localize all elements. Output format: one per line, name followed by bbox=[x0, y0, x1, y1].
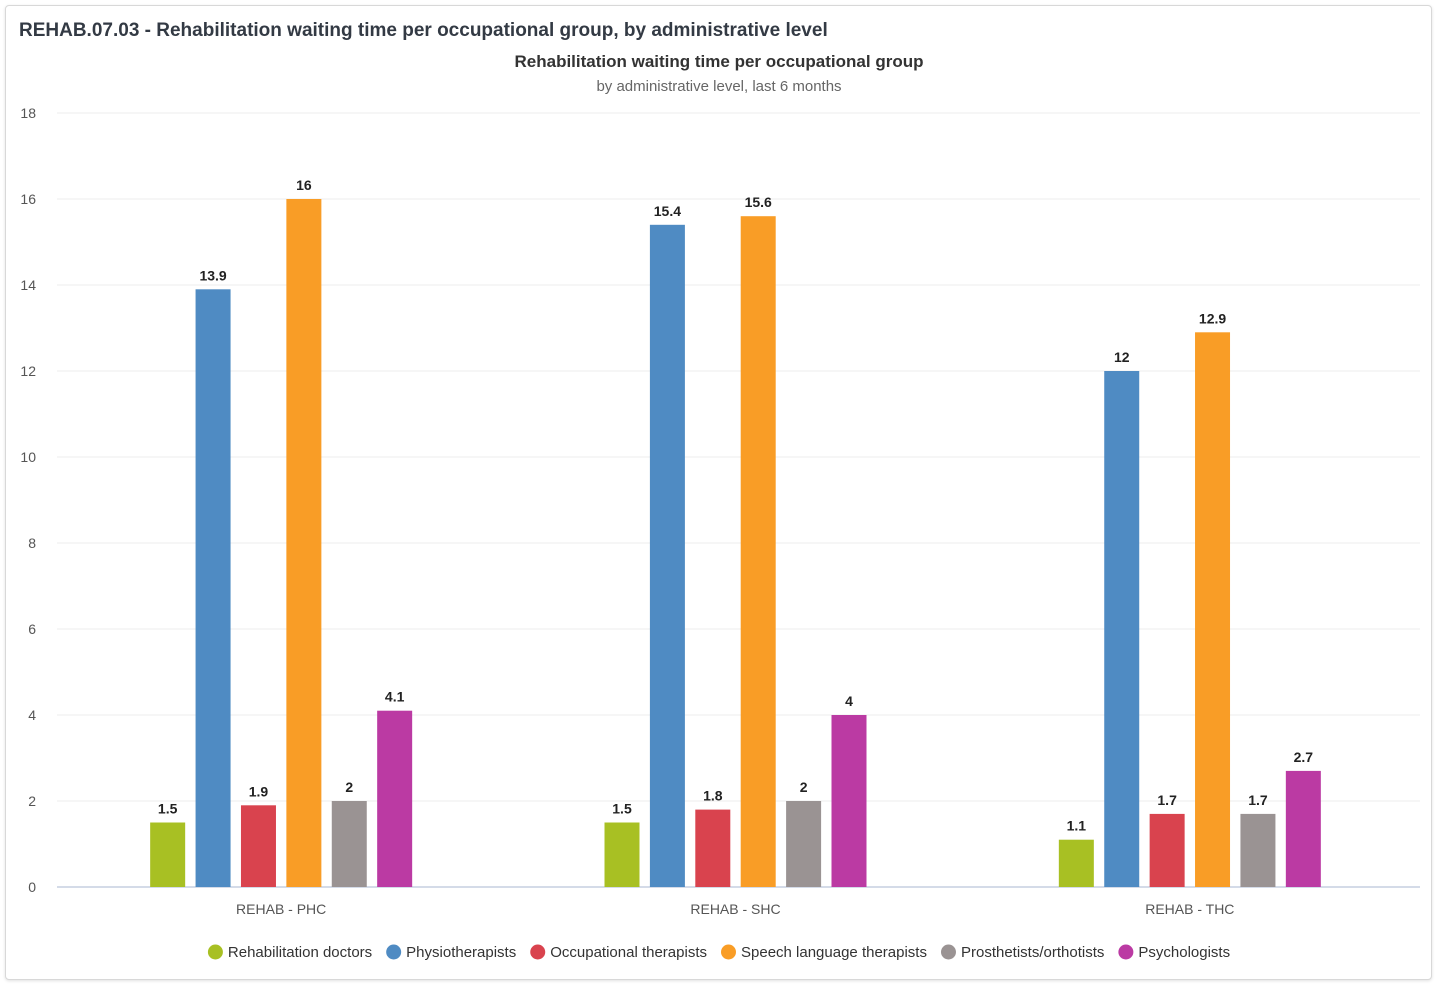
data-label: 4 bbox=[845, 693, 853, 709]
bar-rehabilitation-doctors-1[interactable] bbox=[604, 822, 640, 888]
bars bbox=[150, 199, 1321, 888]
bar-rehabilitation-doctors-2[interactable] bbox=[1058, 839, 1094, 887]
data-label: 1.7 bbox=[1248, 792, 1268, 808]
y-tick-label: 10 bbox=[20, 449, 36, 465]
data-label: 1.5 bbox=[612, 801, 632, 817]
bar-rehabilitation-doctors-0[interactable] bbox=[150, 822, 186, 888]
data-label: 2 bbox=[345, 779, 353, 795]
data-labels: 1.5 13.9 1.9 16 2 4.1 1.5 15.4 1.8 15.6 2 4 1.1 12 1.7… bbox=[158, 177, 1313, 834]
data-label: 4.1 bbox=[385, 689, 405, 705]
data-label: 15.4 bbox=[654, 203, 681, 219]
legend-marker bbox=[1118, 944, 1134, 960]
data-label: 1.9 bbox=[249, 783, 269, 799]
bar-psychologists-2[interactable] bbox=[1285, 770, 1321, 887]
legend-label: Prosthetists/orthotists bbox=[961, 944, 1104, 961]
data-label: 15.6 bbox=[745, 194, 772, 210]
x-tick-label: REHAB - PHC bbox=[236, 901, 326, 917]
legend-label: Physiotherapists bbox=[406, 944, 516, 961]
data-label: 2.7 bbox=[1294, 749, 1314, 765]
legend-marker bbox=[386, 944, 402, 960]
bar-speech-language-therapists-0[interactable] bbox=[286, 199, 322, 887]
y-tick-label: 4 bbox=[28, 707, 36, 723]
data-label: 2 bbox=[800, 779, 808, 795]
y-tick-label: 0 bbox=[28, 879, 36, 895]
x-tick-label: REHAB - THC bbox=[1145, 901, 1234, 917]
bar-prosthetists-orthotists-2[interactable] bbox=[1240, 813, 1276, 887]
data-label: 1.8 bbox=[703, 788, 723, 804]
bar-psychologists-1[interactable] bbox=[831, 715, 867, 887]
data-label: 1.7 bbox=[1157, 792, 1177, 808]
legend: Rehabilitation doctors Physiotherapists Oc… bbox=[207, 944, 1230, 961]
legend-label: Psychologists bbox=[1138, 944, 1230, 961]
y-tick-label: 12 bbox=[20, 363, 36, 379]
x-tick-label: REHAB - SHC bbox=[690, 901, 780, 917]
y-tick-label: 6 bbox=[28, 621, 36, 637]
bar-prosthetists-orthotists-0[interactable] bbox=[331, 801, 367, 887]
legend-marker bbox=[721, 944, 736, 960]
bar-occupational-therapists-1[interactable] bbox=[695, 809, 731, 887]
data-label: 16 bbox=[296, 177, 312, 193]
chart-subtitle: by administrative level, last 6 months bbox=[596, 78, 841, 95]
bar-physiotherapists-1[interactable] bbox=[649, 224, 685, 888]
legend-label: Rehabilitation doctors bbox=[228, 944, 372, 961]
legend-label: Speech language therapists bbox=[741, 944, 927, 961]
legend-item-speech-language-therapists[interactable]: Speech language therapists bbox=[721, 944, 927, 961]
bar-speech-language-therapists-2[interactable] bbox=[1195, 332, 1231, 887]
data-label: 1.5 bbox=[158, 801, 178, 817]
y-tick-label: 14 bbox=[20, 277, 36, 293]
legend-item-rehabilitation-doctors[interactable]: Rehabilitation doctors bbox=[207, 944, 372, 961]
x-axis-ticks: REHAB - PHC REHAB - SHC REHAB - THC bbox=[236, 901, 1234, 917]
legend-item-occupational-therapists[interactable]: Occupational therapists bbox=[530, 944, 707, 961]
y-tick-label: 18 bbox=[20, 105, 36, 121]
bar-physiotherapists-2[interactable] bbox=[1104, 371, 1140, 887]
y-tick-label: 16 bbox=[20, 191, 36, 207]
legend-item-psychologists[interactable]: Psychologists bbox=[1118, 944, 1230, 961]
y-tick-label: 8 bbox=[28, 535, 36, 551]
card-title: REHAB.07.03 - Rehabilitation waiting tim… bbox=[19, 20, 828, 41]
legend-label: Occupational therapists bbox=[550, 944, 707, 961]
legend-marker bbox=[940, 944, 956, 960]
data-label: 12 bbox=[1114, 349, 1130, 365]
legend-marker bbox=[530, 944, 546, 960]
y-axis-ticks: 0 2 4 6 8 10 12 14 16 18 bbox=[20, 105, 36, 895]
chart-title: Rehabilitation waiting time per occupati… bbox=[515, 52, 924, 71]
bar-occupational-therapists-0[interactable] bbox=[240, 805, 276, 887]
y-tick-label: 2 bbox=[28, 793, 36, 809]
data-label: 12.9 bbox=[1199, 310, 1226, 326]
bar-occupational-therapists-2[interactable] bbox=[1149, 813, 1185, 887]
data-label: 13.9 bbox=[199, 267, 226, 283]
bar-psychologists-0[interactable] bbox=[377, 710, 413, 887]
legend-marker bbox=[207, 944, 223, 960]
data-label: 1.1 bbox=[1067, 818, 1087, 834]
legend-item-prosthetists-orthotists[interactable]: Prosthetists/orthotists bbox=[940, 944, 1104, 961]
legend-item-physiotherapists[interactable]: Physiotherapists bbox=[386, 944, 516, 961]
bar-physiotherapists-0[interactable] bbox=[195, 289, 231, 887]
bar-speech-language-therapists-1[interactable] bbox=[740, 216, 776, 887]
bar-prosthetists-orthotists-1[interactable] bbox=[786, 801, 822, 887]
grid-lines bbox=[57, 112, 1420, 888]
